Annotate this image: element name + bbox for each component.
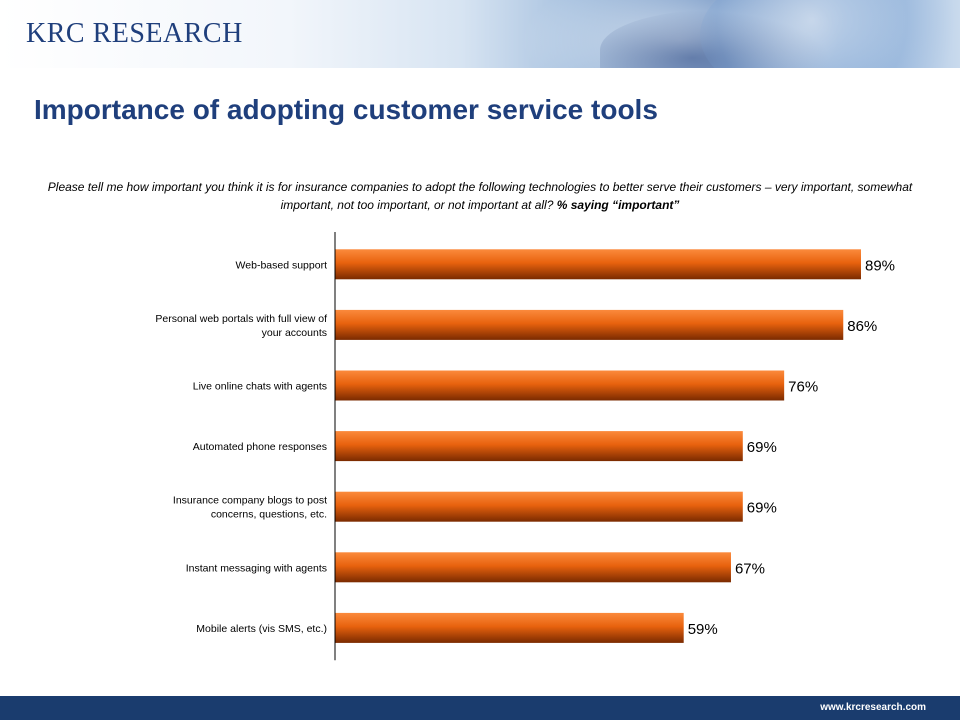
value-label-2: 76% [788, 379, 818, 396]
krc-logo: KRC RESEARCH [26, 18, 243, 49]
value-label-1: 86% [847, 318, 877, 335]
banner-globe-image [700, 0, 960, 68]
category-label-0: Web-based support [236, 259, 328, 271]
bars-layer: 89% Web-based support 86% Personal web port… [155, 249, 895, 643]
category-label-3: Automated phone responses [193, 441, 327, 453]
value-label-4: 69% [747, 500, 777, 517]
survey-emphasis: % saying “important” [556, 198, 680, 212]
footer-url: www.krcresearch.com [820, 702, 926, 713]
bar-4 [335, 491, 743, 522]
value-label-3: 69% [747, 439, 777, 456]
bar-0 [335, 249, 861, 280]
value-label-6: 59% [688, 621, 718, 638]
category-label-5: Instant messaging with agents [186, 562, 327, 574]
category-label-2: Live online chats with agents [193, 381, 327, 393]
category-label-1: Personal web portals with full view of yo… [155, 313, 327, 339]
category-label-4: Insurance company blogs to post concerns,… [173, 495, 327, 521]
bar-1 [335, 309, 844, 340]
bar-5 [335, 552, 731, 583]
bar-chart: 89% Web-based support 86% Personal web port… [155, 232, 895, 661]
footer-bar: www.krcresearch.com [0, 696, 960, 720]
category-label-6: Mobile alerts (vis SMS, etc.) [196, 623, 327, 635]
chart-title: Importance of adopting customer service … [34, 94, 658, 125]
chart-subtitle: Please tell me how important you think i… [20, 178, 940, 214]
survey-question: Please tell me how important you think i… [47, 180, 913, 212]
value-label-5: 67% [735, 560, 765, 577]
bar-3 [335, 431, 743, 462]
value-label-0: 89% [865, 257, 895, 274]
bar-2 [335, 370, 785, 401]
bar-6 [335, 612, 684, 643]
header-banner: KRC RESEARCH [0, 0, 960, 68]
